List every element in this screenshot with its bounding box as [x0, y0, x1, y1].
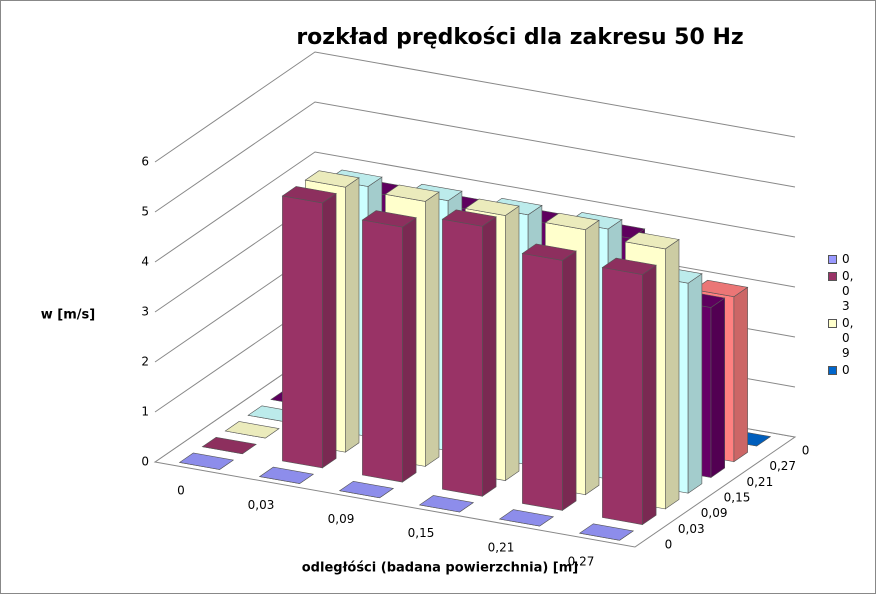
legend-item: 0,03 — [828, 269, 872, 314]
z-tick-label: 0,15 — [724, 491, 751, 505]
bar — [178, 452, 235, 470]
z-tick-label: 0,03 — [678, 522, 705, 536]
legend-swatch — [828, 366, 837, 375]
bar-side — [642, 264, 657, 526]
bar-top — [361, 210, 417, 228]
bar-front — [282, 195, 323, 469]
bar-top — [258, 466, 315, 484]
legend-swatch — [828, 272, 837, 281]
bar-top — [624, 232, 680, 250]
bar — [338, 480, 395, 499]
bar — [418, 495, 475, 513]
bar-front — [362, 219, 403, 483]
y-tick-label: 4 — [141, 255, 149, 269]
bar — [224, 421, 280, 439]
grid-line — [154, 101, 796, 213]
bar — [578, 523, 635, 541]
bar-top — [693, 279, 749, 298]
bar-top — [178, 452, 235, 470]
bar — [498, 509, 555, 527]
bar-side — [402, 217, 417, 483]
bar-side — [584, 219, 600, 496]
bar-side — [562, 250, 577, 511]
bar-front — [442, 218, 483, 497]
x-tick-label: 0,09 — [328, 512, 355, 526]
bar-side — [424, 191, 440, 467]
legend-label: 0 — [842, 363, 850, 377]
legend-item: 0 — [828, 252, 872, 267]
z-tick-label: 0,09 — [701, 506, 728, 520]
legend-swatch — [828, 255, 837, 264]
bar-top — [464, 198, 520, 216]
bar-top — [544, 212, 600, 231]
z-tick-label: 0,21 — [746, 475, 773, 489]
legend-item: 0,09 — [828, 316, 872, 361]
x-tick-label: 0,27 — [568, 554, 595, 568]
bar-top — [418, 495, 475, 513]
bar-side — [504, 205, 520, 482]
y-tick-label: 6 — [141, 155, 149, 169]
legend: 0 0,03 0,09 0 — [828, 252, 872, 380]
y-axis-title: w [m/s] — [41, 308, 95, 323]
bar — [521, 243, 577, 511]
x-tick-label: 0,03 — [248, 498, 275, 512]
grid-line — [154, 51, 796, 163]
x-tick-label: 0,15 — [408, 526, 435, 540]
legend-label: 0,09 — [842, 316, 854, 360]
bar-side — [482, 216, 497, 497]
legend-label: 0,03 — [842, 269, 854, 313]
z-tick-label: 0 — [802, 443, 810, 457]
grid-line — [154, 151, 796, 263]
bar — [441, 209, 497, 497]
bar-top — [281, 186, 337, 204]
bar-top — [498, 509, 555, 527]
bar-side — [322, 192, 337, 469]
y-tick-label: 1 — [141, 405, 149, 419]
bar-top — [224, 421, 280, 439]
bar-side — [344, 177, 360, 453]
bar-top — [304, 170, 360, 188]
y-tick-label: 2 — [141, 355, 149, 369]
bar-side — [687, 273, 703, 494]
bar — [361, 210, 417, 483]
bar-side — [733, 286, 748, 463]
legend-swatch — [828, 319, 837, 328]
x-tick-label: 0 — [177, 484, 185, 498]
bar — [258, 466, 315, 484]
z-tick-label: 0 — [665, 538, 673, 552]
bar-side — [710, 297, 726, 479]
z-tick-label: 0,27 — [769, 459, 796, 473]
bar — [201, 436, 257, 455]
bar-top — [578, 523, 635, 541]
x-axis-title: odległóści (badana powierzchnia) [m] — [302, 561, 579, 576]
x-tick-label: 0,21 — [488, 540, 515, 554]
bar — [281, 186, 337, 469]
bar-top — [601, 257, 657, 275]
bar-top — [338, 480, 395, 499]
legend-item: 0 — [828, 363, 872, 378]
bar-front — [522, 253, 563, 511]
plot: 012345600,030,090,150,210,2700,030,090,1… — [141, 51, 810, 568]
bar-side — [664, 238, 680, 510]
y-tick-label: 5 — [141, 205, 149, 219]
chart-title: rozkład prędkości dla zakresu 50 Hz — [296, 25, 743, 50]
y-tick-label: 3 — [141, 305, 149, 319]
bar — [601, 257, 657, 526]
bar-top — [441, 209, 497, 227]
bar-top — [521, 243, 577, 261]
bar-front — [602, 267, 643, 525]
y-tick-label: 0 — [141, 455, 149, 469]
bar-top — [384, 184, 440, 202]
bar-top — [201, 436, 257, 455]
legend-label: 0 — [842, 252, 850, 266]
